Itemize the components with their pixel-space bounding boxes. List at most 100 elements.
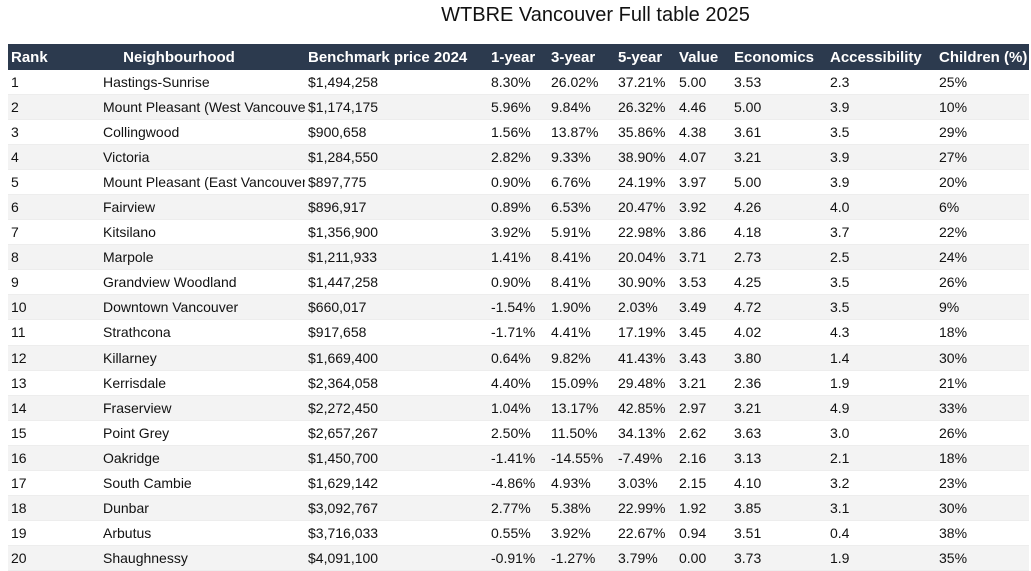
five-year-cell: 38.90% [615,144,676,171]
benchmark-price-cell: $660,017 [305,294,488,321]
rank-cell: 6 [8,194,53,221]
benchmark-price-cell: $1,447,258 [305,269,488,296]
one-year-cell: 3.92% [488,219,548,246]
one-year-cell: 8.30% [488,70,548,96]
accessibility-cell: 3.9 [827,144,936,171]
three-year-cell: 3.92% [548,520,615,546]
three-year-cell: 9.33% [548,144,615,171]
accessibility-cell: 2.1 [827,445,936,471]
column-header-rank[interactable]: Rank [8,44,53,70]
neighbourhood-cell: Kerrisdale [53,370,305,396]
column-header-benchmark-price[interactable]: Benchmark price 2024 [305,44,488,70]
rank-cell: 10 [8,294,53,321]
accessibility-cell: 4.9 [827,395,936,421]
column-header-value[interactable]: Value [676,44,731,70]
neighbourhood-cell: Victoria [53,144,305,171]
accessibility-cell: 2.5 [827,244,936,271]
one-year-cell: 0.64% [488,345,548,371]
rank-cell: 16 [8,445,53,471]
rank-cell: 8 [8,244,53,271]
three-year-cell: 4.41% [548,319,615,346]
children-cell: 20% [936,169,1029,196]
one-year-cell: -0.91% [488,545,548,571]
three-year-cell: 9.84% [548,94,615,121]
accessibility-cell: 3.0 [827,420,936,446]
table-row: 13 Kerrisdale $2,364,058 4.40% 15.09% 29.48% 3… [8,370,1029,396]
benchmark-price-cell: $2,364,058 [305,370,488,396]
table-row: 18 Dunbar $3,092,767 2.77% 5.38% 22.99% 1.92 3.… [8,495,1029,521]
five-year-cell: 2.03% [615,294,676,321]
benchmark-price-cell: $1,174,175 [305,94,488,121]
value-cell: 3.92 [676,194,731,221]
column-header-children[interactable]: Children (%) [936,44,1029,70]
children-cell: 38% [936,520,1029,546]
three-year-cell: 9.82% [548,345,615,371]
column-header-5-year[interactable]: 5-year [615,44,676,70]
benchmark-price-cell: $1,450,700 [305,445,488,471]
table-row: 12 Killarney $1,669,400 0.64% 9.82% 41.43% 3.4… [8,345,1029,371]
value-cell: 3.97 [676,169,731,196]
column-header-3-year[interactable]: 3-year [548,44,615,70]
benchmark-price-cell: $1,211,933 [305,244,488,271]
value-cell: 4.46 [676,94,731,121]
one-year-cell: 1.41% [488,244,548,271]
five-year-cell: 24.19% [615,169,676,196]
column-header-1-year[interactable]: 1-year [488,44,548,70]
children-cell: 22% [936,219,1029,246]
benchmark-price-cell: $1,629,142 [305,470,488,496]
rank-cell: 4 [8,144,53,171]
economics-cell: 3.21 [731,144,827,171]
economics-cell: 4.25 [731,269,827,296]
three-year-cell: 6.76% [548,169,615,196]
economics-cell: 4.18 [731,219,827,246]
accessibility-cell: 1.4 [827,345,936,371]
five-year-cell: 3.03% [615,470,676,496]
three-year-cell: 8.41% [548,244,615,271]
column-header-accessibility[interactable]: Accessibility [827,44,936,70]
three-year-cell: 1.90% [548,294,615,321]
neighbourhood-cell: Downtown Vancouver [53,294,305,321]
rank-cell: 7 [8,219,53,246]
table-row: 14 Fraserview $2,272,450 1.04% 13.17% 42.85% 2… [8,395,1029,421]
rank-cell: 1 [8,70,53,96]
accessibility-cell: 3.1 [827,495,936,521]
three-year-cell: -14.55% [548,445,615,471]
table-row: 8 Marpole $1,211,933 1.41% 8.41% 20.04% 3.71 2.… [8,244,1029,271]
five-year-cell: 37.21% [615,70,676,96]
rank-cell: 19 [8,520,53,546]
table-row: 2 Mount Pleasant (West Vancouver) $1,174,1… [8,94,1029,121]
economics-cell: 3.13 [731,445,827,471]
data-table: Rank Neighbourhood Benchmark price 2024 … [8,44,1029,571]
value-cell: 5.00 [676,70,731,96]
children-cell: 29% [936,119,1029,146]
five-year-cell: 29.48% [615,370,676,396]
one-year-cell: 1.56% [488,119,548,146]
rank-cell: 9 [8,269,53,296]
column-header-neighbourhood[interactable]: Neighbourhood [53,44,305,70]
children-cell: 35% [936,545,1029,571]
benchmark-price-cell: $1,284,550 [305,144,488,171]
column-header-economics[interactable]: Economics [731,44,827,70]
table-row: 1 Hastings-Sunrise $1,494,258 8.30% 26.02% 37… [8,70,1029,96]
children-cell: 25% [936,70,1029,96]
table-body: 1 Hastings-Sunrise $1,494,258 8.30% 26.02% 37… [8,70,1029,571]
table-row: 4 Victoria $1,284,550 2.82% 9.33% 38.90% 4.07 3… [8,144,1029,171]
accessibility-cell: 1.9 [827,370,936,396]
accessibility-cell: 3.9 [827,94,936,121]
value-cell: 4.07 [676,144,731,171]
three-year-cell: 15.09% [548,370,615,396]
benchmark-price-cell: $2,657,267 [305,420,488,446]
value-cell: 3.49 [676,294,731,321]
neighbourhood-cell: Marpole [53,244,305,271]
benchmark-price-cell: $3,092,767 [305,495,488,521]
value-cell: 0.94 [676,520,731,546]
value-cell: 2.62 [676,420,731,446]
children-cell: 26% [936,269,1029,296]
three-year-cell: 13.17% [548,395,615,421]
children-cell: 10% [936,94,1029,121]
benchmark-price-cell: $1,494,258 [305,70,488,96]
rank-cell: 18 [8,495,53,521]
neighbourhood-cell: Point Grey [53,420,305,446]
five-year-cell: 20.04% [615,244,676,271]
children-cell: 23% [936,470,1029,496]
